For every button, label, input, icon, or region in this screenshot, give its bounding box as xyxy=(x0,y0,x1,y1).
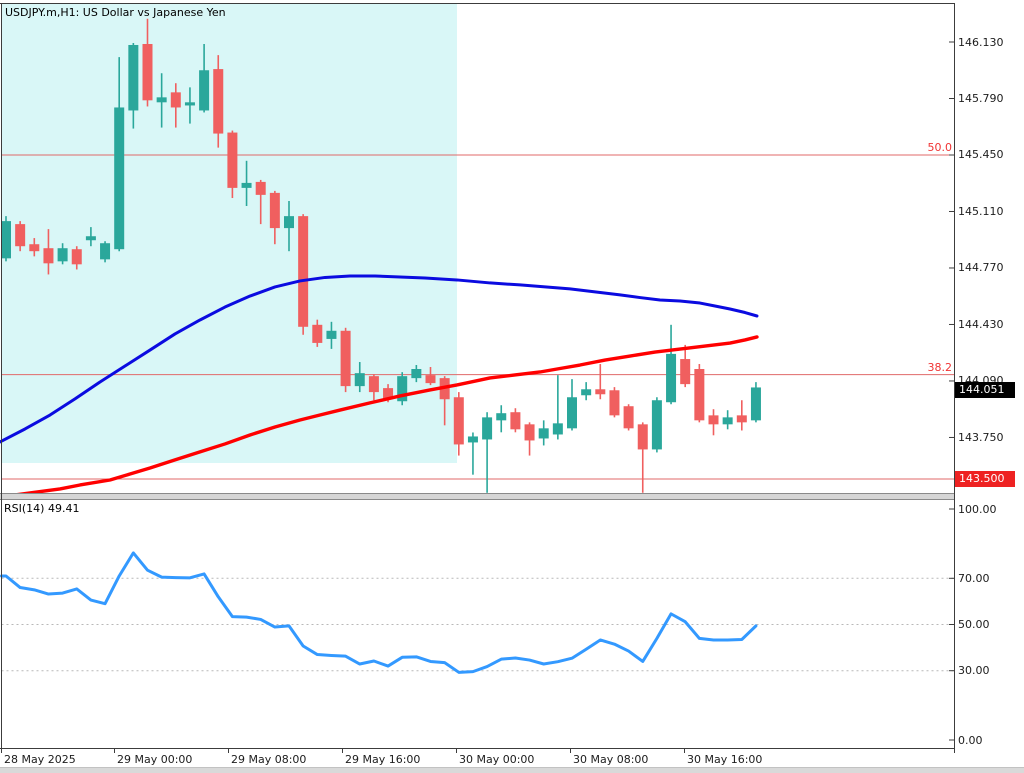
rsi-axis-label: 30.00 xyxy=(958,664,990,678)
candle-bull xyxy=(156,97,167,103)
price-axis-label: 145.790 xyxy=(958,91,1004,105)
candle-bull xyxy=(184,102,195,106)
time-axis-label: 30 May 08:00 xyxy=(573,753,649,766)
candle-bear xyxy=(425,375,436,384)
candle-bear xyxy=(340,330,351,387)
time-axis-label: 30 May 16:00 xyxy=(687,753,763,766)
rsi-axis-label: 100.00 xyxy=(958,502,997,516)
candle-bear xyxy=(269,192,280,229)
candle-bear xyxy=(510,412,521,430)
time-axis-label: 30 May 00:00 xyxy=(459,753,535,766)
candle-bear xyxy=(524,424,535,441)
price-axis-label: 145.450 xyxy=(958,148,1004,162)
rsi-axis-label: 0.00 xyxy=(958,733,983,747)
time-axis-label: 29 May 00:00 xyxy=(117,753,193,766)
candle-bear xyxy=(708,415,719,425)
candle-bull xyxy=(397,376,408,402)
candle-bull xyxy=(482,417,493,440)
candle-bull xyxy=(128,44,139,111)
time-axis-label: 29 May 08:00 xyxy=(231,753,307,766)
candle-bear xyxy=(595,389,606,395)
fib-lines xyxy=(1,154,954,480)
candle-bear xyxy=(694,369,705,421)
window-bottom-strip xyxy=(0,767,1024,773)
panel-separator xyxy=(0,493,954,500)
candle-bull xyxy=(199,70,210,111)
candle-bull xyxy=(581,389,592,396)
candle-bull xyxy=(666,353,677,403)
candle-bear xyxy=(298,216,309,327)
candle-bear xyxy=(637,424,648,450)
price-axis-label: 144.770 xyxy=(958,261,1004,275)
fib-level-50-label: 50.0 xyxy=(927,140,953,154)
candle-bull xyxy=(552,423,563,435)
candle-bull xyxy=(241,182,252,188)
fib-price-badge: 143.500 xyxy=(955,471,1015,487)
candle-bear xyxy=(29,244,40,252)
price-axis-label: 146.130 xyxy=(958,35,1004,49)
fib-level-382-label: 38.2 xyxy=(927,360,953,374)
candle-bull xyxy=(467,436,478,443)
rsi-indicator-label: RSI(14) 49.41 xyxy=(4,502,80,515)
candle-bear xyxy=(15,224,26,247)
rsi-axis-label: 50.00 xyxy=(958,618,990,631)
chart-title: USDJPY.m,H1: US Dollar vs Japanese Yen xyxy=(5,6,226,19)
price-axis-label: 145.110 xyxy=(958,204,1004,218)
candle-bear xyxy=(736,415,747,423)
candle-bull xyxy=(567,397,577,429)
ma-red-line xyxy=(0,335,759,499)
candles-layer xyxy=(1,18,761,493)
candle-bull xyxy=(722,417,733,425)
candle-bull xyxy=(354,373,365,387)
candle-bear xyxy=(623,406,634,429)
candle-bull xyxy=(651,400,662,450)
candle-bear xyxy=(383,388,394,400)
candle-bear xyxy=(609,390,620,416)
candle-bull xyxy=(114,107,125,250)
current-price-badge: 144.051 xyxy=(955,382,1015,399)
candle-bull xyxy=(496,413,507,421)
candle-bull xyxy=(1,221,11,259)
candle-bear xyxy=(170,92,181,108)
candle-bull xyxy=(57,248,68,262)
session-highlight-region xyxy=(1,3,457,463)
candle-bear xyxy=(227,132,238,188)
ma-blue-line xyxy=(0,274,759,444)
candle-bear xyxy=(680,359,691,385)
axis-ticks xyxy=(1,41,954,753)
candle-bear xyxy=(453,397,464,445)
candle-bear xyxy=(255,181,266,195)
rsi-axis-label: 70.00 xyxy=(958,571,990,585)
candle-bear xyxy=(312,324,323,343)
time-axis-label: 28 May 2025 xyxy=(4,753,76,766)
candle-bull xyxy=(85,236,96,241)
candle-bear xyxy=(213,69,224,134)
price-axis-label: 144.430 xyxy=(958,317,1004,331)
candle-bull xyxy=(100,243,111,260)
candle-bull xyxy=(538,428,549,439)
candle-bull xyxy=(411,369,422,379)
rsi-line xyxy=(0,551,758,674)
candle-bear xyxy=(71,249,82,265)
price-axis-label: 143.750 xyxy=(958,430,1004,444)
candle-bear xyxy=(43,248,54,264)
candle-bear xyxy=(368,376,379,393)
candle-bull xyxy=(284,216,294,229)
candle-bull xyxy=(326,330,337,339)
candle-bear xyxy=(142,43,153,101)
candle-bull xyxy=(750,387,761,421)
time-axis-label: 29 May 16:00 xyxy=(345,753,421,766)
